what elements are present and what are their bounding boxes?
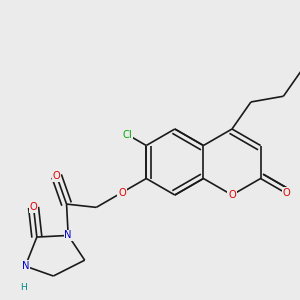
Text: O: O xyxy=(118,188,126,197)
Text: N: N xyxy=(64,230,72,240)
Text: O: O xyxy=(53,171,61,181)
Text: O: O xyxy=(283,188,291,197)
Text: H: H xyxy=(20,283,27,292)
Text: O: O xyxy=(228,190,236,200)
Text: Cl: Cl xyxy=(122,130,132,140)
Text: O: O xyxy=(30,202,38,212)
Text: N: N xyxy=(22,261,29,271)
